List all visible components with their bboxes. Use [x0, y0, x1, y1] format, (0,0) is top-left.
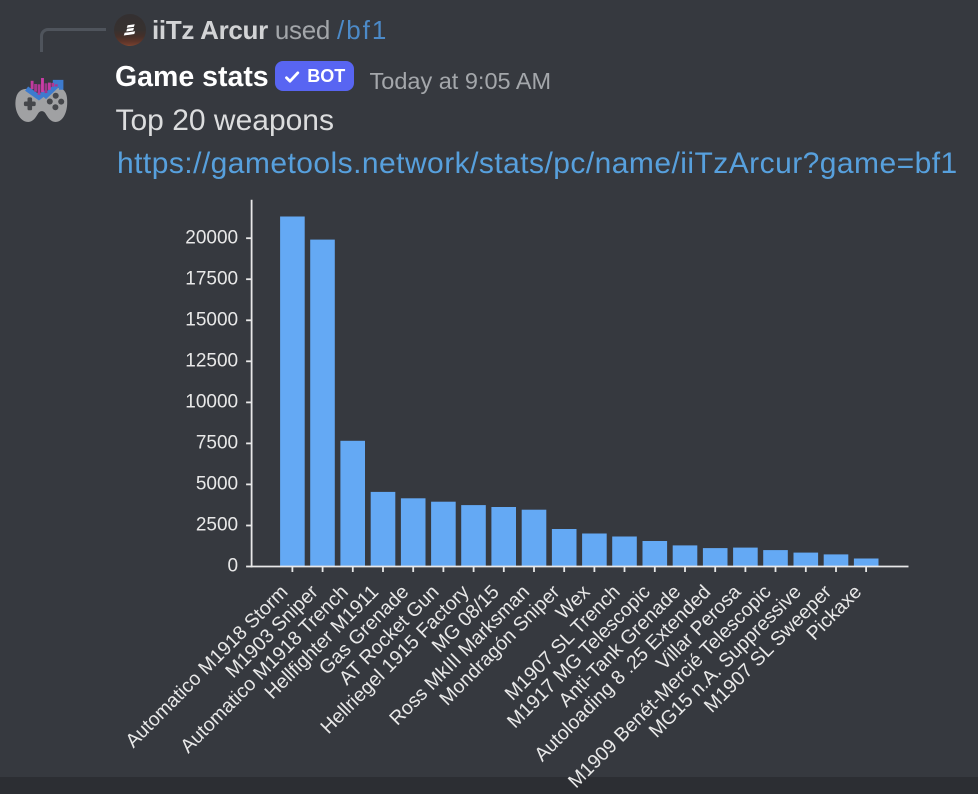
svg-text:20000: 20000 [185, 227, 238, 248]
svg-text:10000: 10000 [185, 392, 238, 413]
svg-text:17500: 17500 [185, 268, 238, 289]
svg-text:15000: 15000 [185, 310, 238, 331]
svg-text:2500: 2500 [196, 515, 238, 536]
svg-text:7500: 7500 [196, 433, 238, 454]
svg-text:0: 0 [228, 556, 239, 577]
svg-text:12500: 12500 [185, 351, 238, 372]
svg-text:5000: 5000 [196, 474, 238, 495]
